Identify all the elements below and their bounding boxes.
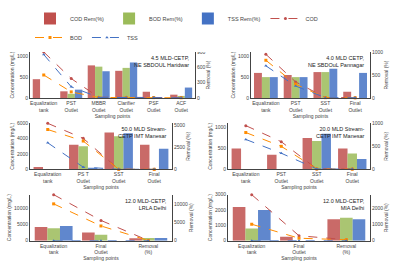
svg-text:Concentration (mg/L): Concentration (mg/L) <box>9 123 15 170</box>
svg-text:COD: COD <box>305 16 317 22</box>
svg-text:SSTOutlet: SSTOutlet <box>310 171 324 184</box>
svg-text:ACFOutlet: ACFOutlet <box>174 100 188 113</box>
svg-text:MBBROutlet: MBBROutlet <box>91 100 106 113</box>
svg-text:Removal(%): Removal(%) <box>138 243 158 256</box>
svg-text:Removal (%): Removal (%) <box>185 132 191 161</box>
svg-text:Concentration (mg/L): Concentration (mg/L) <box>207 123 213 170</box>
svg-text:1000: 1000 <box>372 49 383 55</box>
svg-text:1000: 1000 <box>238 53 249 59</box>
svg-text:Equalizationtank: Equalizationtank <box>232 171 259 184</box>
svg-text:FinalOutlet: FinalOutlet <box>94 243 108 256</box>
svg-text:Sampling points: Sampling points <box>83 255 119 261</box>
svg-text:0: 0 <box>174 166 177 172</box>
svg-text:5000: 5000 <box>174 219 185 225</box>
svg-text:1000: 1000 <box>17 53 28 59</box>
svg-text:4.5 MLD-CETP,NE SBDOUL Haridwa: 4.5 MLD-CETP,NE SBDOUL Haridwar <box>134 55 190 68</box>
svg-text:4.0 MLD CETP,NE SBDOuL Pannaga: 4.0 MLD CETP,NE SBDOuL Pannagar <box>308 55 365 68</box>
svg-text:12.0 MLD-CETP,LRLA Delhi: 12.0 MLD-CETP,LRLA Delhi <box>125 198 167 211</box>
svg-text:Sampling points: Sampling points <box>293 113 329 119</box>
svg-text:FinalOutlet: FinalOutlet <box>292 243 306 256</box>
svg-text:PSFOutlet: PSFOutlet <box>147 100 161 113</box>
svg-text:Concentration (mg/L): Concentration (mg/L) <box>6 194 12 241</box>
svg-text:Equalizationtank: Equalizationtank <box>30 100 57 113</box>
svg-text:600: 600 <box>197 64 206 70</box>
svg-text:Removal (%): Removal (%) <box>188 203 194 232</box>
svg-text:2000: 2000 <box>215 207 226 213</box>
svg-text:0: 0 <box>223 166 226 172</box>
svg-text:0: 0 <box>372 166 375 172</box>
svg-text:0: 0 <box>25 95 28 101</box>
svg-text:ClarifierOutlet: ClarifierOutlet <box>118 100 136 113</box>
svg-text:Sampling points: Sampling points <box>281 184 317 190</box>
svg-text:0: 0 <box>25 237 28 243</box>
svg-text:5000: 5000 <box>174 122 185 128</box>
svg-text:2000: 2000 <box>372 205 383 211</box>
svg-text:500: 500 <box>372 72 381 78</box>
svg-text:10000: 10000 <box>14 205 28 211</box>
svg-text:0: 0 <box>372 95 375 101</box>
svg-text:BOD Rem(%): BOD Rem(%) <box>149 16 183 22</box>
svg-text:Removal (%): Removal (%) <box>383 132 389 161</box>
svg-text:12.0 MLD-CETP,MIA Delhi: 12.0 MLD-CETP,MIA Delhi <box>323 198 365 211</box>
svg-text:Equalizationtank: Equalizationtank <box>40 243 67 256</box>
svg-text:0: 0 <box>372 237 375 243</box>
svg-text:1000: 1000 <box>215 222 226 228</box>
svg-text:Removal (%): Removal (%) <box>383 60 389 89</box>
svg-text:Equalizationtank: Equalizationtank <box>252 100 279 113</box>
svg-text:Equalizationtank: Equalizationtank <box>238 243 265 256</box>
svg-text:1000: 1000 <box>215 124 226 130</box>
svg-text:COD Rem(%): COD Rem(%) <box>70 16 104 22</box>
svg-text:SSTOutlet: SSTOutlet <box>112 171 126 184</box>
svg-text:Equalizationtank: Equalizationtank <box>34 171 61 184</box>
svg-text:6000: 6000 <box>17 120 28 126</box>
svg-text:3000: 3000 <box>215 191 226 197</box>
svg-text:300: 300 <box>197 79 206 85</box>
svg-text:TSS Rem(%): TSS Rem(%) <box>228 16 261 22</box>
svg-text:0: 0 <box>223 237 226 243</box>
svg-text:PSTOutlet: PSTOutlet <box>65 100 79 113</box>
svg-text:0: 0 <box>246 95 249 101</box>
svg-text:SSTOutlet: SSTOutlet <box>319 100 333 113</box>
svg-text:2000: 2000 <box>17 151 28 157</box>
svg-text:500: 500 <box>372 143 381 149</box>
svg-text:0: 0 <box>174 237 177 243</box>
svg-text:FinalOutlet: FinalOutlet <box>346 171 360 184</box>
svg-text:Concentration (mg/L): Concentration (mg/L) <box>9 51 15 98</box>
svg-text:Sampling points: Sampling points <box>281 255 317 261</box>
svg-text:Sampling points: Sampling points <box>95 113 131 119</box>
svg-text:Removal (%): Removal (%) <box>383 203 389 232</box>
svg-text:5000: 5000 <box>17 221 28 227</box>
svg-text:500: 500 <box>241 74 250 80</box>
svg-text:PS TOutlet: PS TOutlet <box>77 171 91 184</box>
svg-text:Sampling points: Sampling points <box>83 184 119 190</box>
svg-text:1000: 1000 <box>372 120 383 126</box>
svg-text:0: 0 <box>197 95 200 101</box>
svg-text:1000: 1000 <box>372 221 383 227</box>
svg-text:Removal (%): Removal (%) <box>205 60 211 89</box>
svg-text:Concentration (mg/L): Concentration (mg/L) <box>230 51 236 98</box>
svg-text:2500: 2500 <box>174 144 185 150</box>
svg-text:0: 0 <box>25 166 28 172</box>
svg-text:500: 500 <box>218 145 227 151</box>
svg-text:TSS: TSS <box>127 35 138 41</box>
svg-text:FinalOutlet: FinalOutlet <box>348 100 362 113</box>
svg-text:FinalOutlet: FinalOutlet <box>148 171 162 184</box>
svg-text:PSTOutlet: PSTOutlet <box>275 171 289 184</box>
svg-text:Concentration (mg/L): Concentration (mg/L) <box>207 194 213 241</box>
svg-text:50.0 MLD Stream-CETP IMT Manes: 50.0 MLD Stream-CETP IMT Manesar <box>118 126 167 139</box>
svg-text:500: 500 <box>20 74 29 80</box>
svg-text:PSTOutlet: PSTOutlet <box>289 100 303 113</box>
svg-text:4000: 4000 <box>17 135 28 141</box>
svg-text:BOD: BOD <box>70 35 82 41</box>
svg-text:Removal(%): Removal(%) <box>336 243 356 256</box>
svg-text:20.0 MLD Stream-CETP IMT Manes: 20.0 MLD Stream-CETP IMT Manesar <box>316 126 365 139</box>
svg-text:10000: 10000 <box>174 201 188 207</box>
